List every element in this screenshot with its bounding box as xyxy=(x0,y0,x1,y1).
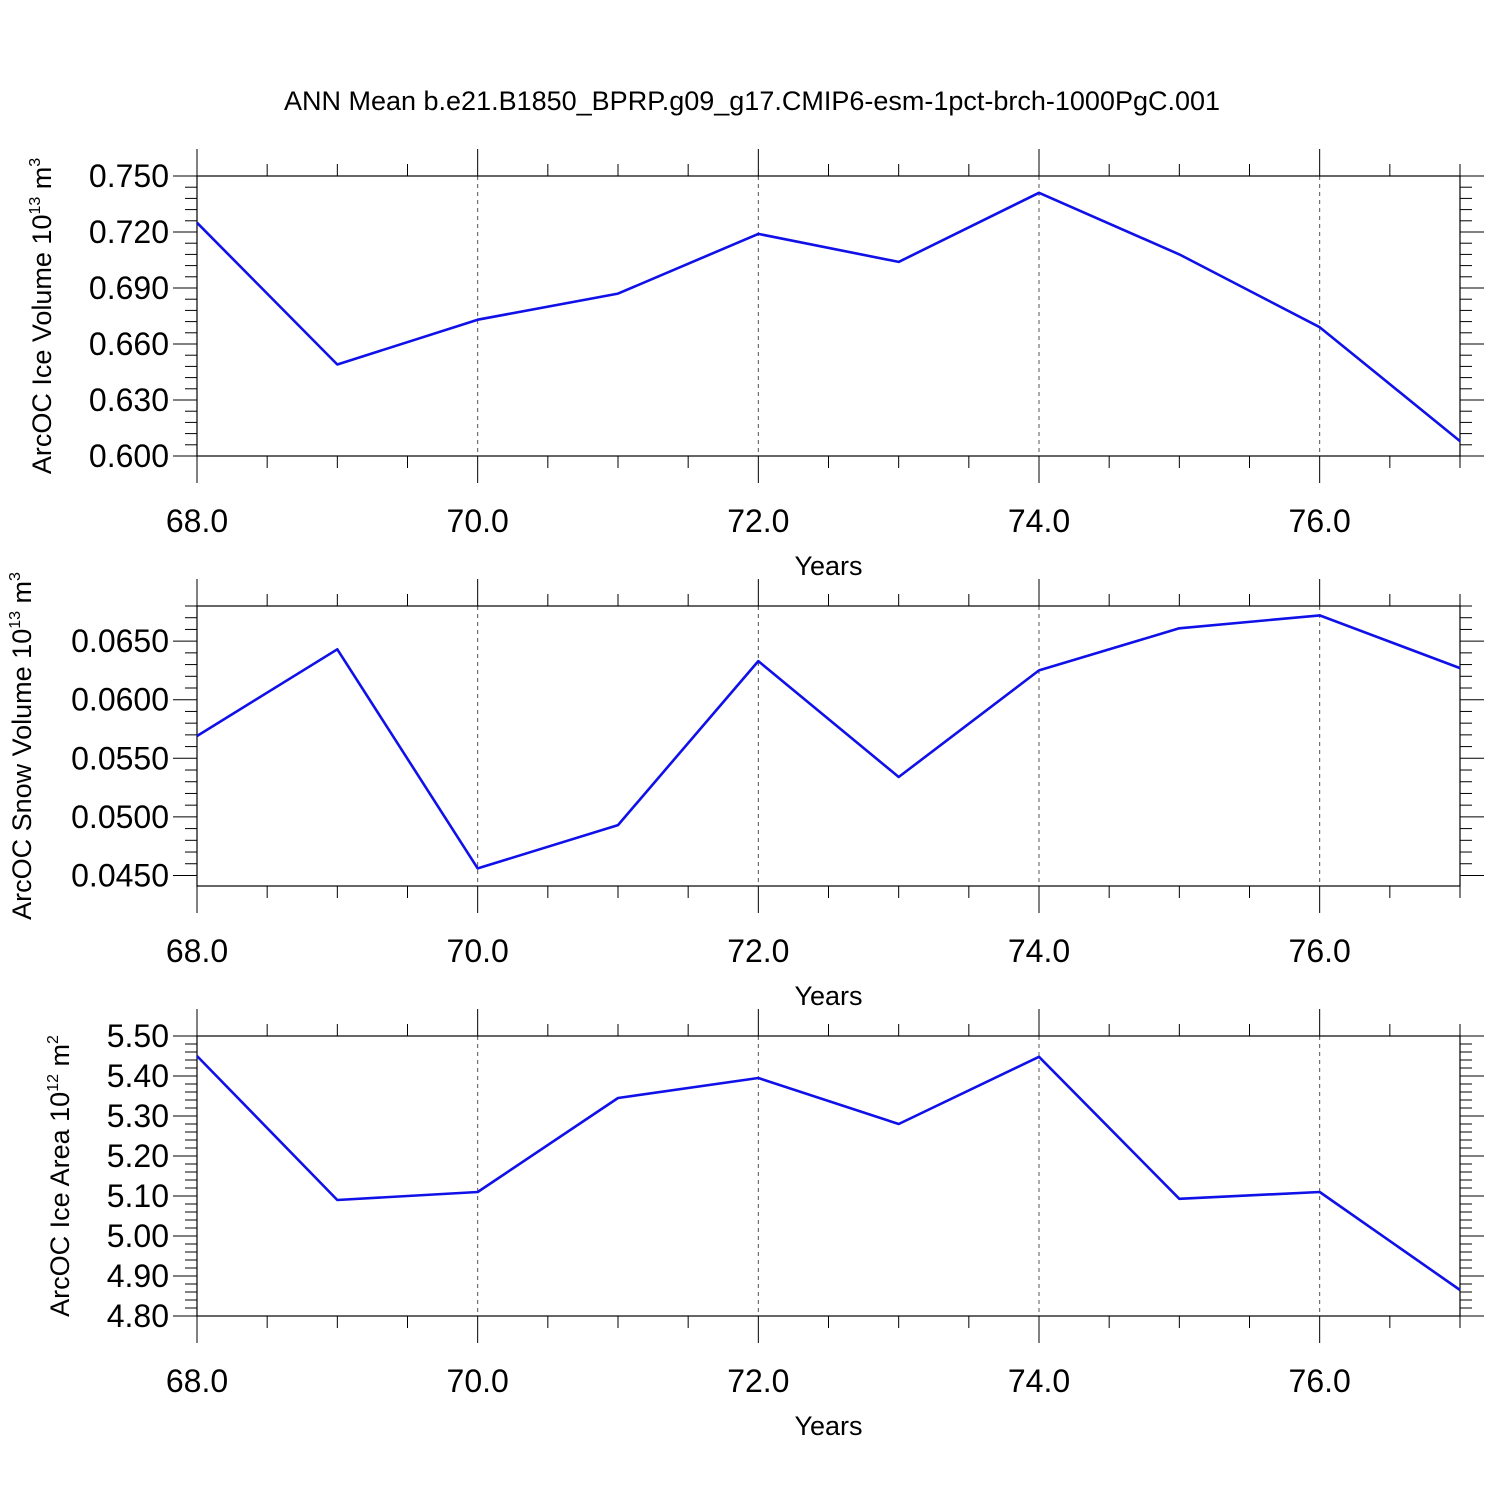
data-point xyxy=(1459,1289,1462,1292)
x-tick-label: 74.0 xyxy=(1008,1363,1070,1399)
x-tick-label: 74.0 xyxy=(1008,503,1070,539)
panel-ice-area: 4.80 4.90 5.00 5.10 5.20 5.30 5.40 5.50 68.0 70.0… xyxy=(45,1009,1484,1441)
x-tick-label: 70.0 xyxy=(447,503,509,539)
y-tick-label: 0.660 xyxy=(89,326,169,362)
data-point xyxy=(336,1199,339,1202)
x-tick-label: 76.0 xyxy=(1289,1363,1351,1399)
y-tick-label: 0.690 xyxy=(89,270,169,306)
y-tick-label: 5.20 xyxy=(107,1138,169,1174)
x-tick-label: 70.0 xyxy=(447,933,509,969)
data-point xyxy=(757,1077,760,1080)
x-axis-label: Years xyxy=(794,551,862,581)
panel-ice-volume: 0.600 0.630 0.660 0.690 0.720 0.750 68.0 70.0 72… xyxy=(27,149,1484,581)
data-point xyxy=(617,292,620,295)
y-tick-label: 0.0600 xyxy=(71,682,169,718)
data-point xyxy=(1318,614,1321,617)
data-point xyxy=(1038,1055,1041,1058)
x-tick-label: 72.0 xyxy=(727,1363,789,1399)
y-tick-label: 0.0500 xyxy=(71,799,169,835)
data-point xyxy=(336,363,339,366)
plot-frame xyxy=(196,175,1461,457)
y-tick-label: 5.00 xyxy=(107,1218,169,1254)
data-point xyxy=(757,232,760,235)
series-line xyxy=(196,1055,1461,1292)
series-line xyxy=(196,191,1461,443)
y-tick-label: 0.720 xyxy=(89,214,169,250)
chart-title: ANN Mean b.e21.B1850_BPRP.g09_g17.CMIP6-… xyxy=(284,86,1220,116)
x-axis-label: Years xyxy=(794,1411,862,1441)
y-tick-label: 5.50 xyxy=(107,1018,169,1054)
x-tick-label: 68.0 xyxy=(166,1363,228,1399)
data-point xyxy=(1178,1197,1181,1200)
data-point xyxy=(1318,1191,1321,1194)
y-axis-label: ArcOC Snow Volume 1013 m3 xyxy=(7,572,37,920)
y-axis-label: ArcOC Ice Area 1012 m2 xyxy=(45,1035,75,1317)
data-point xyxy=(196,1055,199,1058)
y-tick-label: 4.90 xyxy=(107,1258,169,1294)
data-point xyxy=(1178,627,1181,630)
x-tick-label: 68.0 xyxy=(166,933,228,969)
data-point xyxy=(617,824,620,827)
data-point xyxy=(897,260,900,263)
y-tick-label: 0.0450 xyxy=(71,857,169,893)
data-point xyxy=(476,318,479,321)
y-tick-label: 5.30 xyxy=(107,1098,169,1134)
y-tick-label: 0.600 xyxy=(89,438,169,474)
x-axis-label: Years xyxy=(794,981,862,1011)
data-point xyxy=(336,648,339,651)
data-point xyxy=(476,867,479,870)
panel-snow-volume: 0.0450 0.0500 0.0550 0.0600 0.0650 68.0 70.0 72… xyxy=(7,572,1484,1011)
y-tick-label: 5.10 xyxy=(107,1178,169,1214)
y-tick-label: 5.40 xyxy=(107,1058,169,1094)
plot-frame xyxy=(196,1035,1461,1317)
y-axis-label: ArcOC Ice Volume 1013 m3 xyxy=(27,158,57,474)
y-tick-label: 4.80 xyxy=(107,1298,169,1334)
data-point xyxy=(1178,253,1181,256)
plot-frame xyxy=(196,605,1461,887)
x-tick-label: 68.0 xyxy=(166,503,228,539)
data-point xyxy=(196,735,199,738)
x-tick-label: 72.0 xyxy=(727,933,789,969)
data-point xyxy=(1318,326,1321,329)
y-tick-label: 0.630 xyxy=(89,382,169,418)
data-point xyxy=(196,221,199,224)
y-tick-label: 0.0650 xyxy=(71,623,169,659)
data-point xyxy=(476,1191,479,1194)
x-tick-label: 76.0 xyxy=(1289,933,1351,969)
data-point xyxy=(757,660,760,663)
x-tick-label: 76.0 xyxy=(1289,503,1351,539)
data-point xyxy=(1038,669,1041,672)
data-point xyxy=(897,776,900,779)
x-tick-label: 74.0 xyxy=(1008,933,1070,969)
x-tick-label: 72.0 xyxy=(727,503,789,539)
data-point xyxy=(1038,191,1041,194)
y-tick-label: 0.0550 xyxy=(71,740,169,776)
x-tick-label: 70.0 xyxy=(447,1363,509,1399)
series-line xyxy=(196,614,1461,870)
data-point xyxy=(617,1097,620,1100)
data-point xyxy=(897,1123,900,1126)
data-point xyxy=(1459,667,1462,670)
data-point xyxy=(1459,440,1462,443)
y-tick-label: 0.750 xyxy=(89,158,169,194)
